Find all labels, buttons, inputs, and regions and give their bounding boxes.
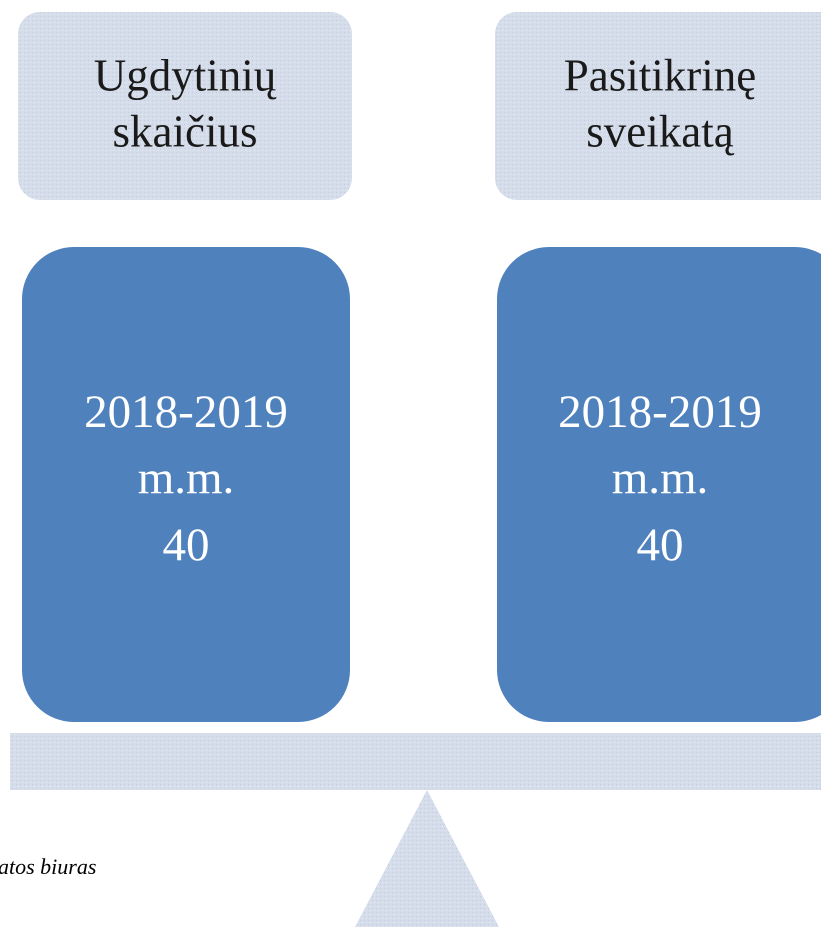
fulcrum: [355, 790, 499, 927]
value-box: [497, 247, 821, 722]
box-line: 40: [637, 519, 684, 571]
header-line: Pasitikrinę: [564, 50, 756, 100]
header-line: skaičius: [113, 106, 258, 156]
box-line: 40: [163, 519, 210, 571]
beam: [10, 733, 821, 790]
header-line: Ugdytinių: [94, 50, 277, 100]
caption: atos biuras: [0, 854, 96, 879]
header-box: [495, 12, 821, 200]
header-line: sveikatą: [586, 106, 734, 156]
box-line: 2018-2019: [84, 386, 288, 438]
box-line: 2018-2019: [558, 386, 762, 438]
box-line: m.m.: [138, 452, 235, 504]
box-line: m.m.: [612, 452, 709, 504]
header-box: [18, 12, 352, 200]
value-box: [22, 247, 350, 722]
